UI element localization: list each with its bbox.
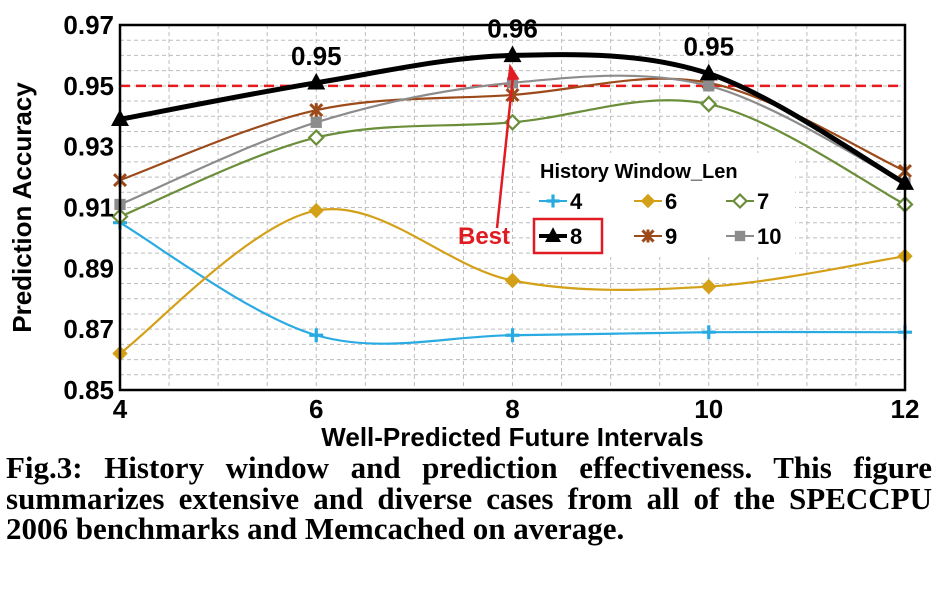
legend: History Window_Len 4 6 7 8 9 10 Best	[458, 153, 795, 257]
series-6	[112, 202, 913, 362]
data-point-7	[307, 128, 325, 147]
data-point-4	[309, 328, 324, 343]
x-tick-label: 12	[891, 394, 920, 424]
y-tick-label: 0.87	[63, 314, 114, 344]
data-point-8	[699, 63, 718, 81]
x-tick-label: 10	[694, 394, 723, 424]
legend-item-6: 6	[634, 189, 677, 214]
legend-item-4: 4	[539, 189, 583, 214]
annotation-label: 0.96	[487, 13, 538, 43]
figure-caption: Fig.3: History window and prediction eff…	[6, 450, 932, 546]
legend-label: 8	[570, 224, 582, 249]
data-point-8	[307, 72, 326, 90]
best-arrow	[495, 63, 520, 229]
data-point-7	[700, 95, 718, 113]
legend-marker-8	[545, 227, 561, 242]
y-axis-title: Prediction Accuracy	[7, 82, 37, 333]
best-arrow-line	[495, 71, 515, 229]
legend-label: 7	[757, 189, 769, 214]
chart: 0.85 0.87 0.89 0.91 0.93 0.95 0.97 4 6 8 10 12 Well…	[7, 10, 919, 452]
data-point-6	[701, 278, 717, 295]
x-axis-title: Well-Predicted Future Intervals	[321, 422, 703, 452]
series-8	[111, 45, 914, 190]
x-tick-label: 8	[505, 394, 519, 424]
data-point-10	[703, 80, 715, 92]
y-tick-label: 0.85	[63, 375, 114, 405]
series-layer	[111, 45, 914, 362]
best-label: Best	[458, 223, 510, 250]
best-arrow-head	[507, 63, 520, 81]
legend-marker-6	[640, 193, 656, 209]
data-point-4	[505, 328, 520, 343]
legend-marker-4	[546, 194, 560, 208]
annotation-label: 0.95	[291, 41, 342, 71]
legend-label: 9	[665, 224, 677, 249]
legend-item-10: 10	[726, 224, 781, 249]
data-point-10	[310, 116, 322, 128]
legend-item-7: 7	[726, 189, 769, 214]
tick-labels: 0.85 0.87 0.89 0.91 0.93 0.95 0.97 4 6 8 10 12	[63, 10, 919, 424]
best-highlight-box	[532, 217, 604, 255]
legend-label: 6	[665, 189, 677, 214]
legend-item-9: 9	[634, 224, 677, 249]
x-tick-label: 4	[113, 394, 128, 424]
x-tick-label: 6	[309, 394, 323, 424]
annotation-label: 0.95	[683, 32, 734, 62]
legend-title: History Window_Len	[540, 161, 738, 183]
legend-label: 4	[570, 189, 583, 214]
data-point-8	[503, 45, 522, 63]
legend-item-8: 8	[539, 224, 582, 249]
legend-marker-10	[734, 230, 746, 242]
legend-label: 10	[757, 224, 781, 249]
data-point-6	[504, 272, 521, 289]
y-tick-label: 0.93	[63, 132, 114, 162]
y-tick-label: 0.89	[63, 253, 114, 283]
data-point-6	[308, 202, 324, 219]
plot-frame	[118, 23, 907, 392]
data-point-9	[309, 103, 324, 118]
y-tick-label: 0.97	[63, 10, 114, 40]
y-tick-label: 0.95	[63, 71, 114, 101]
legend-marker-7	[731, 192, 749, 210]
legend-marker-9	[641, 229, 655, 243]
data-point-4	[701, 325, 716, 340]
peak-annotations: 0.95 0.96 0.95	[291, 13, 734, 229]
y-tick-label: 0.91	[63, 193, 114, 223]
legend-background	[533, 153, 795, 257]
